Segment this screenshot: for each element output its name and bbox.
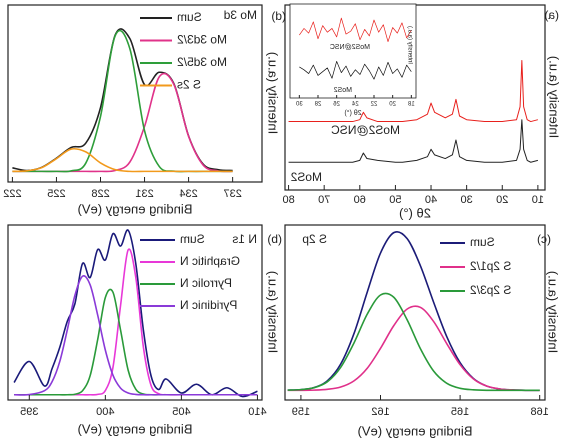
panel-label: (b) [267,232,282,246]
y-axis-label: Intensity (a.u.) [266,52,281,134]
x-tick-label: 159 [292,406,310,418]
series-line [287,292,540,392]
x-tick-label: 24 [351,102,358,108]
panel-label: (c) [537,232,551,246]
x-tick-label: 20 [389,102,396,108]
x-axis-label: 2θ (°) [344,109,361,117]
series-line [287,305,540,392]
series-line [13,229,258,398]
x-tick-label: 228 [91,188,109,200]
x-tick-label: 30 [295,102,302,108]
x-tick-label: 22 [370,102,377,108]
x-tick-label: 28 [314,102,321,108]
inset-background [290,4,416,98]
x-tick-label: 10 [532,194,544,206]
x-tick-label: 60 [354,194,366,206]
series-line [299,60,412,80]
legend-label: S 2p1/2 [470,259,512,273]
x-tick-label: 222 [3,188,21,200]
x-tick-label: 50 [389,194,401,206]
legend-label: S 2s [177,78,201,92]
plot-frame [7,224,263,401]
x-axis-label: Binding energy (eV) [78,421,193,436]
y-axis-label: Intensity (a.u.) [547,56,562,138]
x-tick-label: 165 [451,406,469,418]
y-axis-label: Intensity (a.u.) [266,271,281,353]
x-tick-label: 225 [47,188,65,200]
series-label: MoS2@NSC [331,123,400,137]
panel-label: (a) [544,8,559,22]
legend-label: Sum [177,10,202,24]
plot-frame [284,224,546,401]
series-label: MoS2@NSC [330,44,370,51]
x-tick-label: 20 [496,194,508,206]
x-tick-label: 237 [223,188,241,200]
legend-label: Pyridinic N [180,298,237,312]
legend-label: Mo 3d3/2 [177,33,227,47]
x-tick-label: 80 [282,194,294,206]
x-tick-label: 395 [20,406,38,418]
x-tick-label: 70 [318,194,330,206]
series-line [14,275,258,396]
legend-label: Graphitic N [180,254,240,268]
panel-title: S 2p [302,232,327,246]
panel-title: Mo 3d [224,8,257,22]
x-tick-label: 26 [333,102,340,108]
x-tick-label: 231 [135,188,153,200]
series-line [299,17,412,42]
panel-title: N 1s [232,232,257,246]
x-tick-label: 162 [371,406,389,418]
x-tick-label: 234 [179,188,197,200]
series-label: MoS2 [334,87,352,94]
x-tick-label: 30 [461,194,473,206]
x-tick-label: 18 [407,102,414,108]
legend-label: Mo 3d5/2 [177,55,227,69]
series-line [288,60,539,123]
x-tick-label: 405 [172,406,190,418]
y-axis-label: Intensity (a.u.) [406,26,412,64]
x-axis-label: Binding energy (eV) [358,423,473,438]
x-tick-label: 400 [96,406,114,418]
x-axis-label: 2θ (°) [399,205,431,220]
plot-frame [289,3,417,99]
series-line [12,147,233,173]
x-tick-label: 40 [425,194,437,206]
series-label: MoS2 [290,170,322,184]
x-axis-label: Binding energy (eV) [78,201,193,216]
x-tick-label: 168 [531,406,549,418]
plot-frame [7,4,263,183]
x-tick-label: 410 [248,406,266,418]
legend-label: S 2p3/2 [470,283,512,297]
series-line [288,119,539,163]
panel-label: (d) [271,9,286,23]
legend-label: Sum [470,235,495,249]
y-axis-label: Intensity (a.u.) [546,271,561,353]
legend-label: Sum [180,232,205,246]
legend-label: Pyrrolic N [180,276,232,290]
